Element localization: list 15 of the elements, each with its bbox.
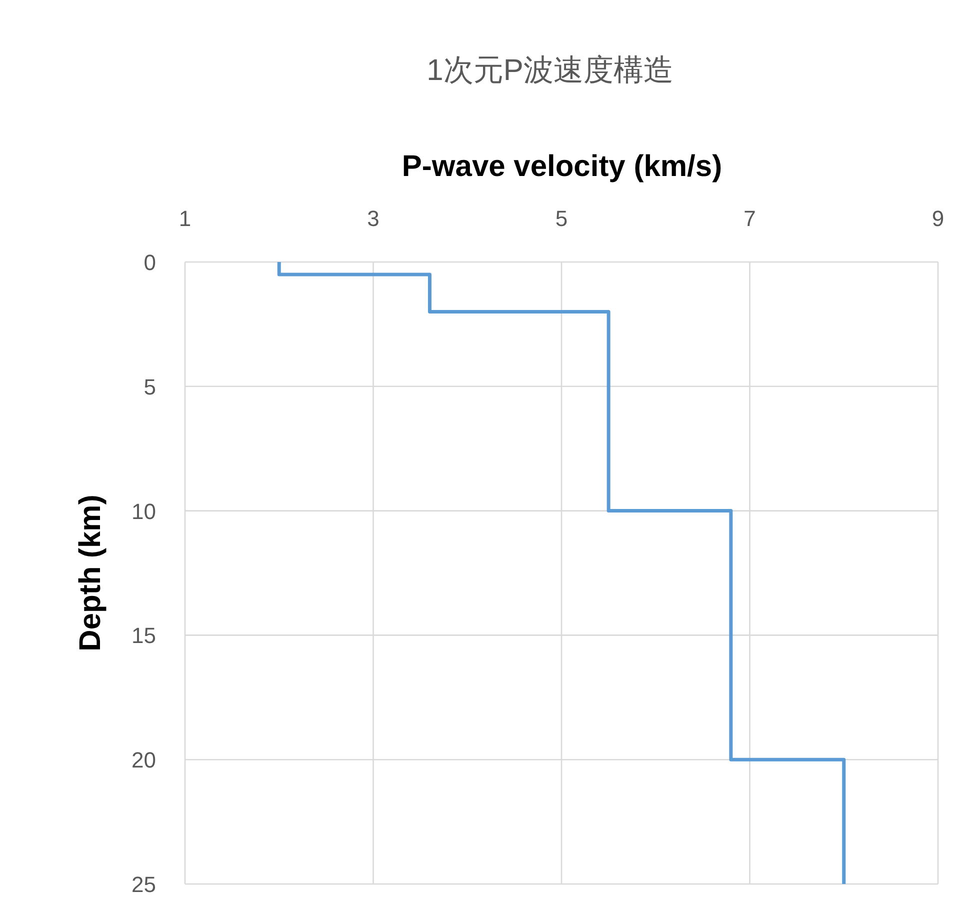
- y-tick-label: 15: [132, 623, 156, 648]
- y-tick-label: 25: [132, 872, 156, 897]
- x-tick-label: 3: [367, 206, 380, 231]
- x-tick-label: 7: [744, 206, 756, 231]
- x-tick-label: 5: [555, 206, 568, 231]
- chart-title: 1次元P波速度構造: [426, 54, 674, 87]
- x-tick-label: 1: [178, 206, 192, 231]
- y-tick-label: 5: [144, 374, 156, 400]
- x-tick-label: 9: [932, 206, 944, 231]
- y-tick-label: 0: [144, 250, 156, 275]
- y-tick-label: 20: [132, 748, 156, 773]
- line-series: [277, 260, 846, 886]
- y-axis-title: Depth (km): [74, 494, 107, 652]
- y-tick-label: 10: [132, 498, 156, 524]
- x-axis-title: P-wave velocity (km/s): [402, 150, 722, 183]
